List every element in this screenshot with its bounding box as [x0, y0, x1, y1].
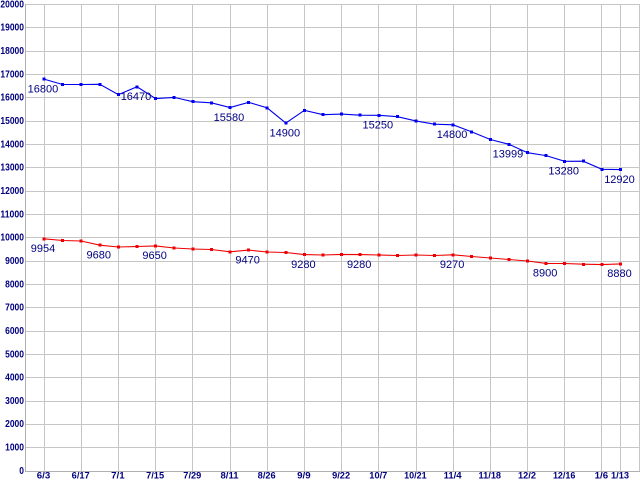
svg-text:8000: 8000 [5, 279, 24, 290]
svg-text:9650: 9650 [142, 250, 167, 262]
svg-text:9/22: 9/22 [332, 470, 350, 480]
svg-text:10/21: 10/21 [404, 470, 427, 480]
svg-text:11/18: 11/18 [479, 470, 502, 480]
svg-text:7000: 7000 [5, 303, 24, 314]
svg-text:7/29: 7/29 [183, 470, 201, 480]
svg-text:13280: 13280 [548, 166, 579, 178]
svg-text:14000: 14000 [0, 139, 24, 150]
svg-text:16000: 16000 [0, 93, 24, 104]
svg-text:20000: 20000 [0, 0, 24, 10]
svg-text:12920: 12920 [604, 174, 635, 186]
svg-text:12/16: 12/16 [553, 470, 576, 480]
svg-text:7/15: 7/15 [146, 470, 164, 480]
svg-text:9280: 9280 [291, 259, 316, 271]
svg-text:13000: 13000 [0, 163, 24, 174]
svg-text:3000: 3000 [5, 396, 24, 407]
svg-text:18000: 18000 [0, 46, 24, 57]
svg-text:9280: 9280 [347, 259, 372, 271]
svg-text:1000: 1000 [5, 443, 24, 454]
svg-text:11/4: 11/4 [444, 470, 463, 480]
svg-text:9000: 9000 [5, 256, 24, 267]
svg-text:16470: 16470 [121, 91, 152, 103]
svg-text:11000: 11000 [0, 209, 24, 220]
svg-text:8880: 8880 [607, 268, 632, 280]
svg-text:8/26: 8/26 [258, 470, 276, 480]
svg-text:0: 0 [19, 466, 24, 477]
svg-text:2000: 2000 [5, 419, 24, 430]
svg-text:9954: 9954 [31, 243, 56, 255]
svg-text:9470: 9470 [235, 254, 260, 266]
svg-text:14800: 14800 [437, 129, 468, 141]
svg-text:15580: 15580 [214, 112, 245, 124]
svg-text:16800: 16800 [28, 83, 59, 95]
svg-text:19000: 19000 [0, 23, 24, 34]
svg-text:6000: 6000 [5, 326, 24, 337]
svg-text:13999: 13999 [493, 149, 524, 161]
svg-text:5000: 5000 [5, 349, 24, 360]
svg-text:6/3: 6/3 [37, 470, 51, 480]
svg-text:7/1: 7/1 [111, 470, 125, 480]
svg-text:9270: 9270 [440, 259, 465, 271]
svg-text:1/13: 1/13 [611, 470, 629, 480]
svg-text:10000: 10000 [0, 233, 24, 244]
svg-text:17000: 17000 [0, 69, 24, 80]
svg-text:8/11: 8/11 [221, 470, 239, 480]
svg-text:9680: 9680 [87, 250, 112, 262]
svg-text:14900: 14900 [270, 127, 301, 139]
svg-text:1/6: 1/6 [595, 470, 609, 480]
svg-text:8900: 8900 [533, 268, 558, 280]
svg-text:12/2: 12/2 [518, 470, 536, 480]
svg-text:12000: 12000 [0, 186, 24, 197]
svg-text:15000: 15000 [0, 116, 24, 127]
svg-text:9/9: 9/9 [297, 470, 311, 480]
svg-text:15250: 15250 [363, 120, 394, 132]
svg-text:4000: 4000 [5, 373, 24, 384]
svg-text:6/17: 6/17 [72, 470, 90, 480]
svg-text:10/7: 10/7 [369, 470, 387, 480]
